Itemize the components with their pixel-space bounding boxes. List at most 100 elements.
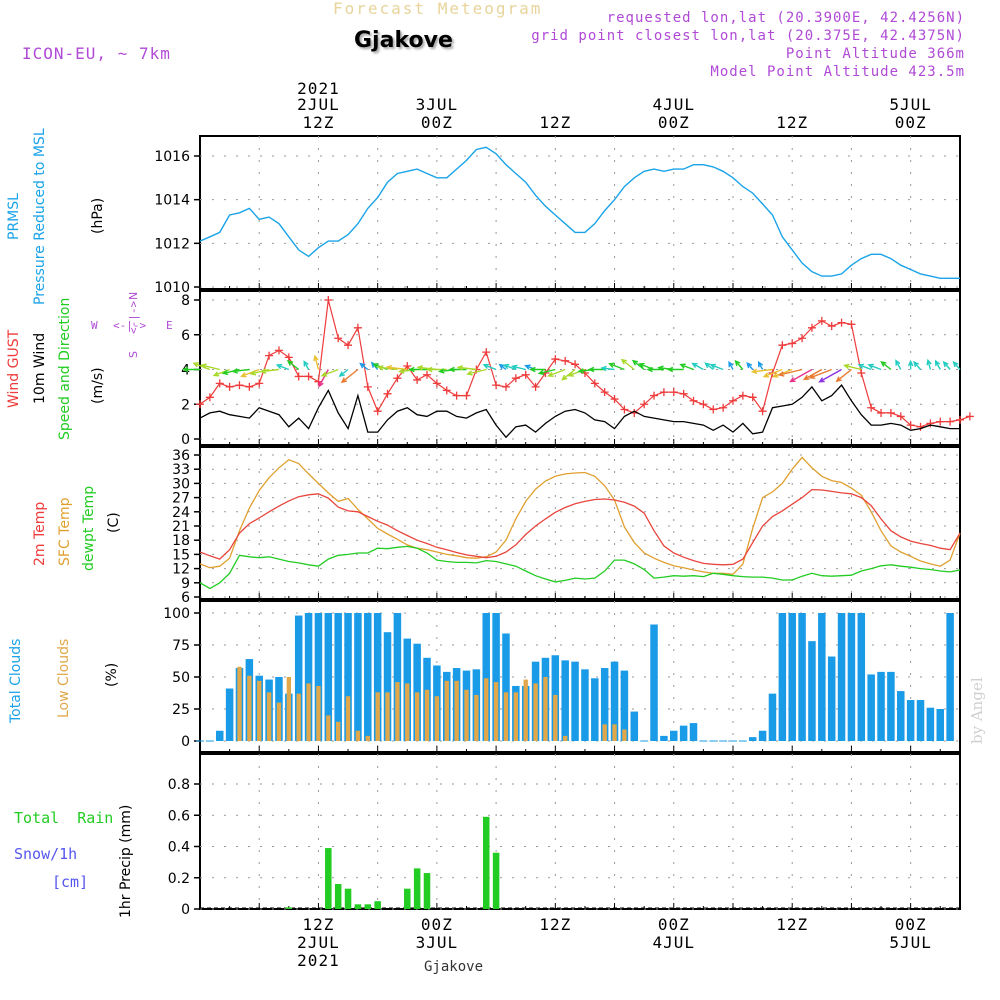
low-cloud-bar xyxy=(326,715,331,741)
total-cloud-bar xyxy=(679,725,688,741)
wind-direction-arrow xyxy=(502,363,517,371)
gust-marker xyxy=(600,388,609,397)
panel-frame xyxy=(199,446,961,600)
total-cloud-bar xyxy=(581,669,589,741)
total-cloud-bar xyxy=(758,730,767,741)
wind-direction-arrow xyxy=(772,368,793,378)
gust-marker xyxy=(462,391,471,400)
total-cloud-bar xyxy=(926,707,935,741)
low-cloud-bar xyxy=(563,735,568,741)
label-10m-wind: 10m Wind xyxy=(32,332,48,404)
total-cloud-bar xyxy=(225,688,234,741)
panel-4 xyxy=(194,753,961,910)
wind-direction-arrow xyxy=(221,368,240,376)
gust-marker xyxy=(482,348,491,357)
gust-marker xyxy=(827,322,836,331)
gust-marker xyxy=(274,346,283,355)
model-label: ICON-EU, ~ 7km xyxy=(22,44,171,63)
y-tick-label: 12 xyxy=(172,562,190,578)
gust-marker xyxy=(403,362,412,371)
low-cloud-bar xyxy=(553,694,558,741)
low-cloud-bar xyxy=(257,680,262,741)
gust-marker xyxy=(956,415,964,424)
gust-marker xyxy=(709,405,718,414)
gust-marker xyxy=(255,379,264,388)
total-cloud-bar xyxy=(788,613,796,741)
low-cloud-bar xyxy=(336,721,341,741)
gust-marker xyxy=(383,389,392,398)
product-title: Forecast Meteogram xyxy=(333,0,543,18)
y-tick-label: 6 xyxy=(181,590,190,606)
wind-direction-arrow xyxy=(303,360,310,370)
y-tick-label: 1010 xyxy=(154,280,190,296)
gust-marker xyxy=(699,400,708,409)
gust-marker xyxy=(650,391,659,400)
y-tick-label: 36 xyxy=(172,448,190,464)
compass-horizontal-arrow: <-|-> xyxy=(113,319,147,332)
y-tick-label: 8 xyxy=(181,293,190,309)
wind-direction-arrow xyxy=(880,361,892,371)
panel-frame xyxy=(199,600,961,753)
gust-marker xyxy=(748,393,757,402)
wind-direction-arrow xyxy=(907,359,914,370)
gust-marker xyxy=(788,339,797,348)
bottom-time-label: 5JUL xyxy=(889,933,932,952)
total-cloud-bar xyxy=(798,613,806,741)
total-cloud-bar xyxy=(670,730,678,741)
gust-marker xyxy=(798,334,807,343)
label-pressure-unit: (hPa) xyxy=(90,197,106,234)
wind-direction-arrow xyxy=(561,368,576,381)
low-cloud-bar xyxy=(405,683,410,741)
low-cloud-bar xyxy=(533,683,538,741)
wind-direction-arrow xyxy=(318,369,329,388)
low-cloud-bar xyxy=(375,692,380,741)
low-cloud-bar xyxy=(365,735,370,741)
wind-direction-arrow xyxy=(728,360,734,370)
pressure-line xyxy=(199,146,960,279)
label-temp-unit: (C) xyxy=(106,512,122,533)
low-cloud-bar xyxy=(395,682,400,741)
gust-marker xyxy=(521,370,530,379)
top-year-label: 2021 xyxy=(297,79,340,98)
label-snow: Snow/1h xyxy=(14,845,78,863)
low-cloud-bar xyxy=(355,730,361,741)
total-cloud-bar xyxy=(877,671,885,741)
rain-bar xyxy=(413,868,421,909)
wind-direction-arrow xyxy=(408,366,428,373)
label-wind-speed-direction: Speed and Direction xyxy=(57,297,73,440)
top-time-label: 12Z xyxy=(302,113,334,132)
gust-marker xyxy=(926,419,935,428)
total-cloud-bar xyxy=(354,613,362,741)
wind-direction-arrow xyxy=(895,359,902,370)
wind-direction-arrow xyxy=(835,368,852,383)
label-total-clouds: Total Clouds xyxy=(8,638,24,723)
rain-bar xyxy=(334,884,342,909)
gust-marker xyxy=(304,372,313,381)
total-cloud-bar xyxy=(946,613,954,741)
total-cloud-bar xyxy=(857,613,866,741)
gust-marker xyxy=(758,407,767,416)
y-tick-label: 0.4 xyxy=(168,840,190,856)
label-total-rain: Total Rain xyxy=(14,809,114,827)
total-cloud-bar xyxy=(778,613,787,741)
y-tick-label: 33 xyxy=(172,462,190,478)
total-cloud-bar xyxy=(936,709,945,741)
gust-marker xyxy=(679,389,688,398)
wind-direction-arrow xyxy=(192,362,211,371)
label-clouds-unit: (%) xyxy=(104,662,120,687)
gust-marker xyxy=(363,382,372,391)
rain-bar xyxy=(423,873,431,909)
label-precip-unit: 1hr Precip (mm) xyxy=(118,804,134,918)
location-title: Gjakove xyxy=(354,28,453,53)
gust-marker xyxy=(501,382,510,391)
bottom-time-label: 12Z xyxy=(539,915,571,934)
wind-direction-arrow xyxy=(746,361,754,370)
wind-direction-arrow xyxy=(691,362,704,371)
gust-marker xyxy=(620,405,629,414)
wind-direction-arrow xyxy=(231,368,250,374)
gust-marker xyxy=(324,296,333,304)
label-dewpt-temp: dewpt Temp xyxy=(81,485,97,571)
bottom-time-label: 12Z xyxy=(302,915,334,934)
wind-direction-arrow xyxy=(638,362,655,371)
gust-marker xyxy=(373,407,382,416)
